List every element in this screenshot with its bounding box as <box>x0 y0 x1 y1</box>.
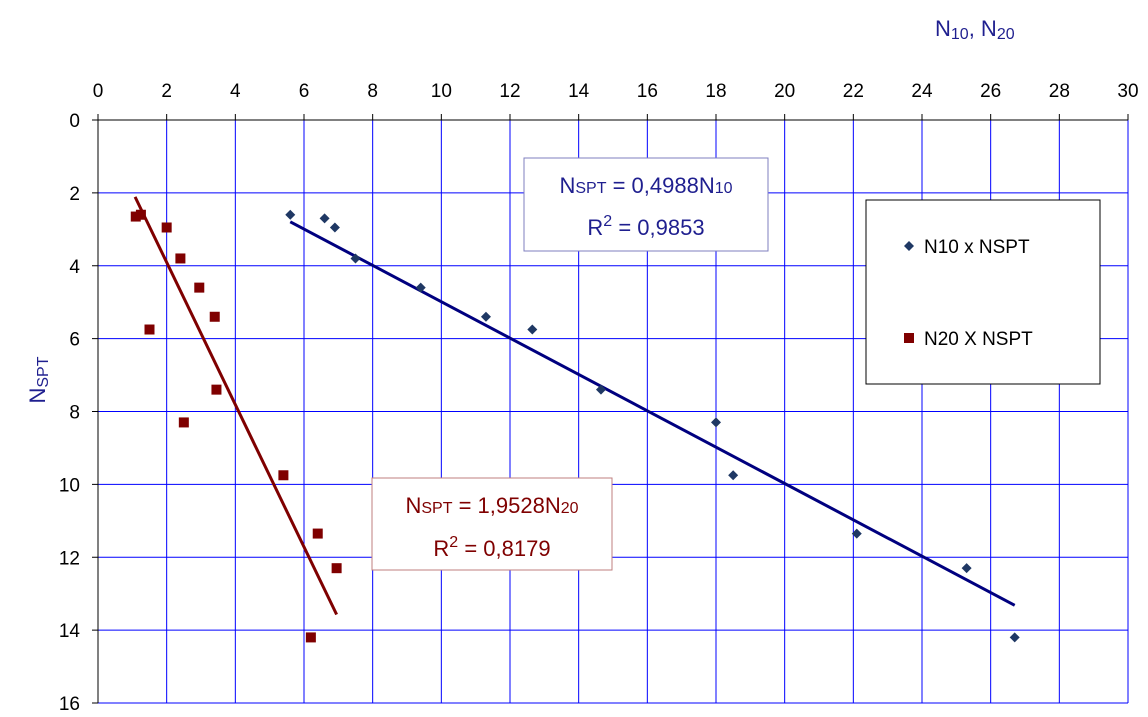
x-tick-label-15: 30 <box>1117 81 1138 102</box>
r-squared-n10: R2 = 0,9853 <box>587 213 704 240</box>
point-series-1-10 <box>312 528 323 539</box>
y-tick-label-3: 6 <box>69 330 80 351</box>
x-tick-label-0: 0 <box>93 81 104 102</box>
point-series-1-3 <box>144 324 155 335</box>
y-tick-labels: 0 2 4 6 8 10 12 14 16 <box>59 111 81 715</box>
y-tick-label-5: 10 <box>59 475 80 496</box>
point-series-0-5 <box>480 311 491 322</box>
x-tick-label-2: 4 <box>230 81 241 102</box>
legend-marker-n10 <box>904 241 914 251</box>
x-tick-label-7: 14 <box>568 81 590 102</box>
point-series-0-2 <box>329 222 340 233</box>
point-series-0-7 <box>595 384 606 395</box>
x-tick-label-10: 20 <box>774 81 795 102</box>
point-series-1-9 <box>278 470 289 481</box>
point-series-1-11 <box>331 563 342 574</box>
trendline-series-1 <box>133 196 338 616</box>
equation-box-n20: NSPT = 1,9528N20 R2 = 0,8179 <box>371 477 613 571</box>
legend-item-n20: N20 X NSPT <box>904 329 1033 350</box>
legend-marker-n20 <box>904 333 914 343</box>
point-series-1-12 <box>305 632 316 643</box>
x-tick-label-11: 22 <box>843 81 864 102</box>
point-series-0-4 <box>415 282 426 293</box>
legend-frame <box>865 199 1101 385</box>
y-axis-title: NSPT <box>25 356 52 403</box>
x-tick-label-5: 10 <box>431 81 452 102</box>
point-series-1-7 <box>211 384 222 395</box>
point-series-0-10 <box>851 528 862 539</box>
y-tick-label-7: 14 <box>59 621 81 642</box>
point-series-1-5 <box>194 282 205 293</box>
point-series-0-9 <box>728 470 739 481</box>
point-series-1-8 <box>178 417 189 428</box>
x-tick-label-1: 2 <box>161 81 172 102</box>
y-tick-label-1: 2 <box>69 184 80 205</box>
point-series-1-1 <box>135 209 146 220</box>
equation-box-n10-frame <box>523 157 769 252</box>
x-tick-label-13: 26 <box>980 81 1001 102</box>
point-series-1-2 <box>161 222 172 233</box>
x-tick-label-14: 28 <box>1049 81 1070 102</box>
x-tick-label-6: 12 <box>499 81 520 102</box>
y-tick-label-8: 16 <box>59 694 80 715</box>
x-tick-labels: 0 2 4 6 8 10 12 14 16 18 20 22 24 26 28 30 <box>93 81 1139 102</box>
equation-box-n10: NSPT = 0,4988N10 R2 = 0,9853 <box>523 157 769 252</box>
y-tick-label-4: 8 <box>69 403 80 424</box>
point-series-1-0 <box>130 211 141 222</box>
x-tick-label-12: 24 <box>911 81 933 102</box>
legend-item-n10: N10 x NSPT <box>904 237 1030 258</box>
x-tick-label-3: 6 <box>299 81 310 102</box>
r-squared-n20: R2 = 0,8179 <box>433 534 550 561</box>
point-series-0-11 <box>961 563 972 574</box>
legend: N10 x NSPT N20 X NSPT <box>865 199 1101 385</box>
equation-n10: NSPT = 0,4988N10 <box>559 173 732 198</box>
point-series-0-1 <box>319 213 330 224</box>
point-series-0-3 <box>350 253 361 264</box>
y-tick-label-0: 0 <box>69 111 80 132</box>
point-series-0-6 <box>527 324 538 335</box>
equation-n20: NSPT = 1,9528N20 <box>405 493 578 518</box>
legend-label-n10: N10 x NSPT <box>924 237 1030 258</box>
point-series-0-12 <box>1009 632 1020 643</box>
point-series-0-8 <box>711 417 721 428</box>
data-points <box>130 209 1020 643</box>
point-series-0-0 <box>285 209 296 220</box>
x-tick-label-9: 18 <box>705 81 726 102</box>
y-tick-label-2: 4 <box>69 257 80 278</box>
point-series-1-6 <box>209 311 220 322</box>
legend-label-n20: N20 X NSPT <box>924 329 1033 350</box>
y-tick-label-6: 12 <box>59 548 80 569</box>
equation-box-n20-frame <box>371 477 613 571</box>
trendlines <box>133 196 1016 616</box>
x-axis-title: N10, N20 <box>935 16 1015 43</box>
trendline-series-0 <box>289 220 1016 607</box>
x-tick-label-4: 8 <box>367 81 378 102</box>
point-series-1-4 <box>175 253 186 264</box>
x-tick-label-8: 16 <box>637 81 658 102</box>
